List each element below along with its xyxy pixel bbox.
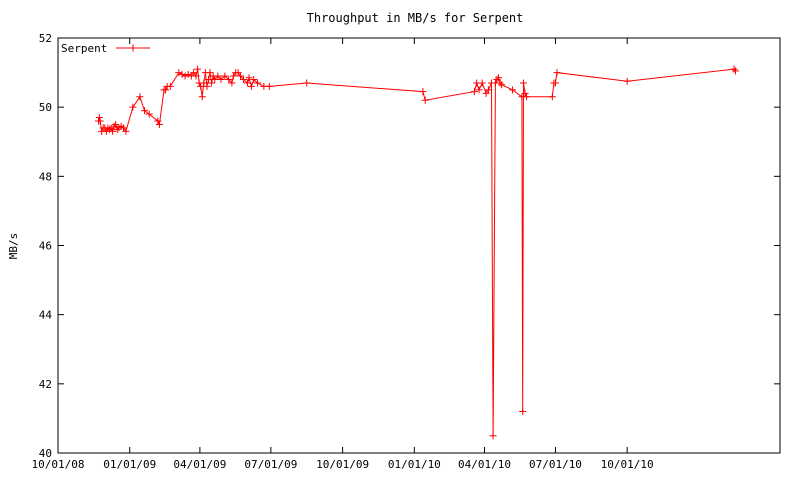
data-point-marker [236, 72, 244, 80]
data-point-marker [245, 74, 253, 82]
data-point-marker [113, 126, 121, 134]
x-tick-label: 07/01/09 [244, 458, 297, 471]
data-point-marker [732, 67, 740, 75]
data-point-marker [623, 77, 631, 85]
data-point-marker [489, 432, 497, 440]
chart-title: Throughput in MB/s for Serpent [307, 11, 524, 25]
data-point-marker [521, 89, 529, 97]
data-point-marker [475, 86, 483, 94]
data-point-marker [136, 93, 144, 101]
data-point-marker [519, 408, 527, 415]
data-point-marker [105, 126, 113, 134]
legend-label-serpent: Serpent [61, 42, 107, 55]
data-point-marker [228, 79, 236, 87]
series-group [95, 65, 740, 440]
y-tick-label: 50 [39, 101, 52, 114]
data-point-marker [194, 65, 202, 73]
data-point-marker [192, 72, 200, 80]
data-point-marker [109, 127, 117, 135]
data-point-marker [122, 127, 130, 135]
data-point-marker [129, 103, 137, 111]
data-point-marker [250, 76, 258, 83]
data-point-marker [478, 79, 486, 87]
data-point-marker [553, 69, 561, 77]
x-tick-label: 10/01/10 [601, 458, 654, 471]
data-point-marker [225, 76, 233, 83]
data-point-marker [141, 107, 149, 115]
x-tick-label: 10/01/08 [32, 458, 85, 471]
x-tick-label: 10/01/09 [316, 458, 369, 471]
data-point-marker [240, 76, 248, 83]
data-point-marker [200, 79, 208, 87]
y-tick-label: 44 [39, 309, 53, 322]
data-point-marker [95, 114, 103, 122]
legend: Serpent [61, 42, 150, 55]
data-point-marker [208, 79, 216, 87]
data-point-marker [519, 79, 527, 87]
y-axis-label: MB/s [7, 233, 20, 260]
data-point-marker [154, 117, 162, 125]
axis-ticks [57, 37, 780, 454]
data-point-marker [470, 88, 478, 96]
data-point-marker [247, 82, 255, 90]
y-tick-label: 46 [39, 240, 52, 253]
data-point-marker [523, 93, 531, 101]
data-point-marker [102, 127, 110, 135]
data-point-marker [204, 76, 212, 83]
x-tick-label: 04/01/10 [458, 458, 511, 471]
series-line-serpent [98, 68, 736, 436]
data-point-marker [166, 82, 174, 90]
data-point-marker [496, 79, 504, 87]
data-point-marker [265, 82, 273, 90]
data-point-marker [112, 120, 120, 128]
legend-marker-serpent [129, 44, 137, 52]
data-point-marker [178, 70, 186, 78]
data-point-marker [730, 65, 738, 73]
data-point-marker [206, 69, 214, 77]
data-point-marker [551, 79, 559, 87]
y-tick-labels: 40 42 44 46 48 50 52 [39, 32, 53, 460]
data-point-marker [548, 93, 556, 101]
data-point-marker [254, 79, 262, 87]
x-tick-labels: 10/01/08 01/01/09 04/01/09 07/01/09 10/01/09… [32, 458, 654, 471]
data-point-marker [110, 122, 118, 130]
data-point-marker [198, 93, 206, 101]
y-tick-label: 42 [39, 378, 52, 391]
data-point-marker [184, 70, 192, 78]
data-point-marker [303, 79, 311, 87]
x-tick-label: 01/01/09 [103, 458, 156, 471]
data-point-marker [498, 81, 506, 89]
data-point-marker [162, 86, 170, 94]
data-point-marker [243, 79, 251, 87]
data-point-marker [495, 74, 503, 82]
data-point-marker [211, 76, 219, 83]
data-point-marker [203, 82, 211, 90]
data-point-marker [509, 86, 517, 94]
data-point-marker [197, 82, 205, 90]
data-point-marker [421, 96, 429, 104]
y-tick-label: 40 [39, 447, 52, 460]
data-point-marker [221, 72, 229, 80]
data-point-marker [107, 124, 115, 132]
data-point-marker [493, 76, 501, 83]
data-point-marker [181, 72, 189, 80]
data-point-marker [175, 69, 183, 77]
data-point-marker [217, 76, 225, 83]
data-point-marker [484, 86, 492, 94]
data-point-marker [96, 117, 104, 125]
y-tick-label: 52 [39, 32, 52, 45]
x-tick-label: 07/01/10 [529, 458, 582, 471]
plot-area [57, 37, 781, 454]
x-tick-label: 01/01/10 [388, 458, 441, 471]
data-point-marker [214, 72, 222, 80]
x-tick-label: 04/01/09 [173, 458, 226, 471]
y-tick-label: 48 [39, 170, 52, 183]
data-point-marker [145, 110, 153, 118]
data-point-marker [155, 120, 163, 128]
data-point-marker [419, 88, 427, 96]
